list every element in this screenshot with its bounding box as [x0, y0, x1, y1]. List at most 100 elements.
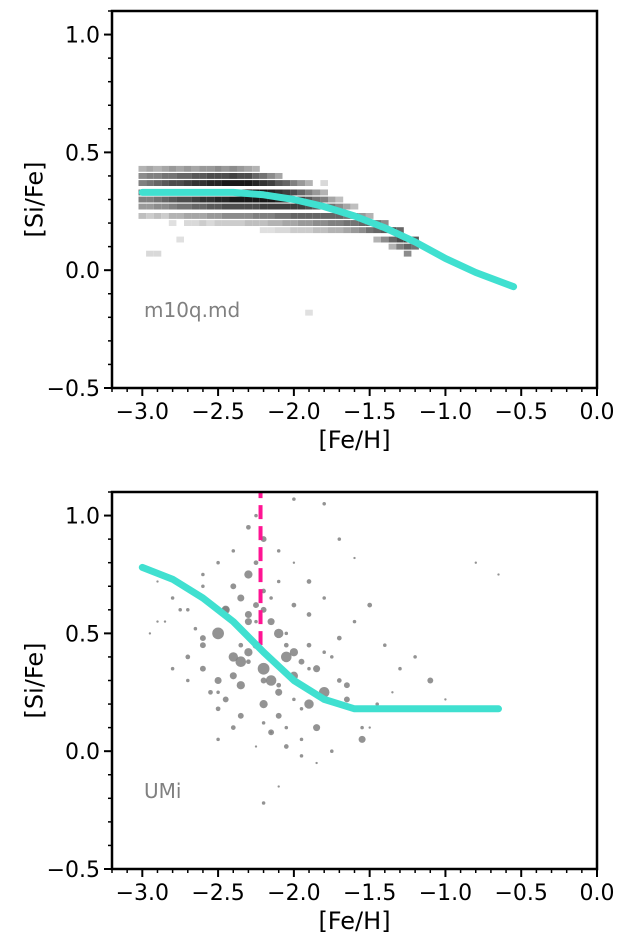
- density-bin: [176, 165, 184, 172]
- density-bin: [146, 203, 154, 210]
- data-point: [222, 696, 229, 703]
- data-point: [269, 731, 273, 734]
- density-bin: [312, 213, 321, 219]
- density-bin: [229, 220, 238, 226]
- data-point: [307, 666, 311, 671]
- density-bin: [267, 227, 275, 234]
- density-bin: [267, 196, 275, 203]
- density-bin: [138, 180, 147, 186]
- data-point: [156, 580, 159, 583]
- data-point: [276, 579, 281, 584]
- density-bin: [305, 180, 313, 186]
- density-bin: [335, 196, 344, 203]
- density-bin: [206, 180, 215, 186]
- density-bin: [252, 173, 260, 179]
- density-bin: [290, 189, 298, 196]
- density-bin: [411, 243, 419, 250]
- data-point: [299, 707, 304, 711]
- density-bin: [161, 213, 169, 219]
- density-bin: [214, 220, 222, 226]
- density-bin: [153, 180, 162, 186]
- data-point: [427, 677, 434, 684]
- density-bin: [146, 213, 154, 219]
- data-point: [186, 608, 190, 612]
- x-tick-label: 0.0: [580, 881, 615, 906]
- ticks-top: −3.0 −2.5 −2.0 −1.5 −1.0 −0.5 0.0 −0.5 0.0 0.5 1.0: [47, 10, 615, 425]
- density-bin: [381, 220, 389, 226]
- data-point: [201, 584, 205, 589]
- density-bin: [358, 220, 366, 226]
- density-bin: [282, 227, 291, 234]
- data-point: [352, 619, 357, 624]
- density-bin: [161, 203, 169, 210]
- data-point: [398, 666, 402, 671]
- density-bin: [229, 165, 238, 172]
- data-point: [322, 650, 326, 654]
- density-bin: [274, 189, 283, 196]
- density-bin: [214, 180, 222, 186]
- density-bin: [184, 220, 192, 226]
- density-bin: [328, 196, 336, 203]
- data-point: [186, 678, 190, 683]
- density-bin: [176, 196, 184, 203]
- data-point: [170, 596, 175, 600]
- density-bin: [381, 236, 389, 243]
- density-bin: [206, 196, 215, 203]
- series-line: [138, 188, 518, 291]
- data-point: [178, 608, 182, 612]
- data-point: [330, 655, 334, 659]
- density-bin: [259, 180, 268, 186]
- density-bin: [176, 203, 184, 210]
- data-point: [413, 655, 417, 659]
- data-point: [322, 502, 326, 506]
- data-point: [497, 573, 500, 576]
- density-bin: [365, 213, 374, 219]
- density-bin: [335, 220, 344, 226]
- density-bin: [146, 180, 154, 186]
- x-tick-label: −2.5: [191, 881, 244, 906]
- data-point: [330, 749, 334, 753]
- data-point: [298, 658, 305, 665]
- data-point: [273, 628, 284, 639]
- density-bin: [229, 180, 238, 186]
- data-point: [215, 706, 221, 712]
- data-point: [276, 682, 282, 688]
- density-bin: [237, 173, 245, 179]
- density-bin: [199, 213, 207, 219]
- data-point: [276, 549, 281, 553]
- density-bin: [282, 213, 291, 219]
- density-bin: [214, 173, 222, 179]
- density-bin: [274, 220, 283, 226]
- data-point: [336, 635, 342, 641]
- density-bin: [396, 243, 404, 250]
- density-bin: [237, 203, 245, 210]
- density-bin: [146, 165, 154, 172]
- x-tick-label: −3.0: [116, 400, 169, 425]
- axes-frame: [110, 490, 599, 871]
- density-bin: [191, 165, 200, 172]
- density-bin: [237, 165, 245, 172]
- density-bin: [153, 250, 162, 257]
- data-point: [253, 560, 259, 566]
- data-point: [315, 761, 318, 765]
- density-bin: [335, 213, 344, 219]
- density-bin: [161, 180, 169, 186]
- density-bin: [184, 203, 192, 210]
- data-point: [261, 721, 266, 725]
- density-bin: [206, 213, 215, 219]
- density-bin: [199, 220, 207, 226]
- density-bin: [282, 203, 291, 210]
- density-bin: [252, 180, 260, 186]
- density-bin: [267, 213, 275, 219]
- density-bin: [259, 196, 268, 203]
- density-bin: [343, 220, 351, 226]
- density-bin: [297, 189, 306, 196]
- density-bin: [244, 220, 253, 226]
- density-bin: [388, 236, 397, 243]
- y-tick-label: −0.5: [47, 858, 100, 883]
- density-bin: [199, 165, 207, 172]
- data-point: [253, 602, 259, 609]
- density-bin: [274, 213, 283, 219]
- data-point: [267, 618, 275, 626]
- x-tick-label: 0.0: [580, 400, 615, 425]
